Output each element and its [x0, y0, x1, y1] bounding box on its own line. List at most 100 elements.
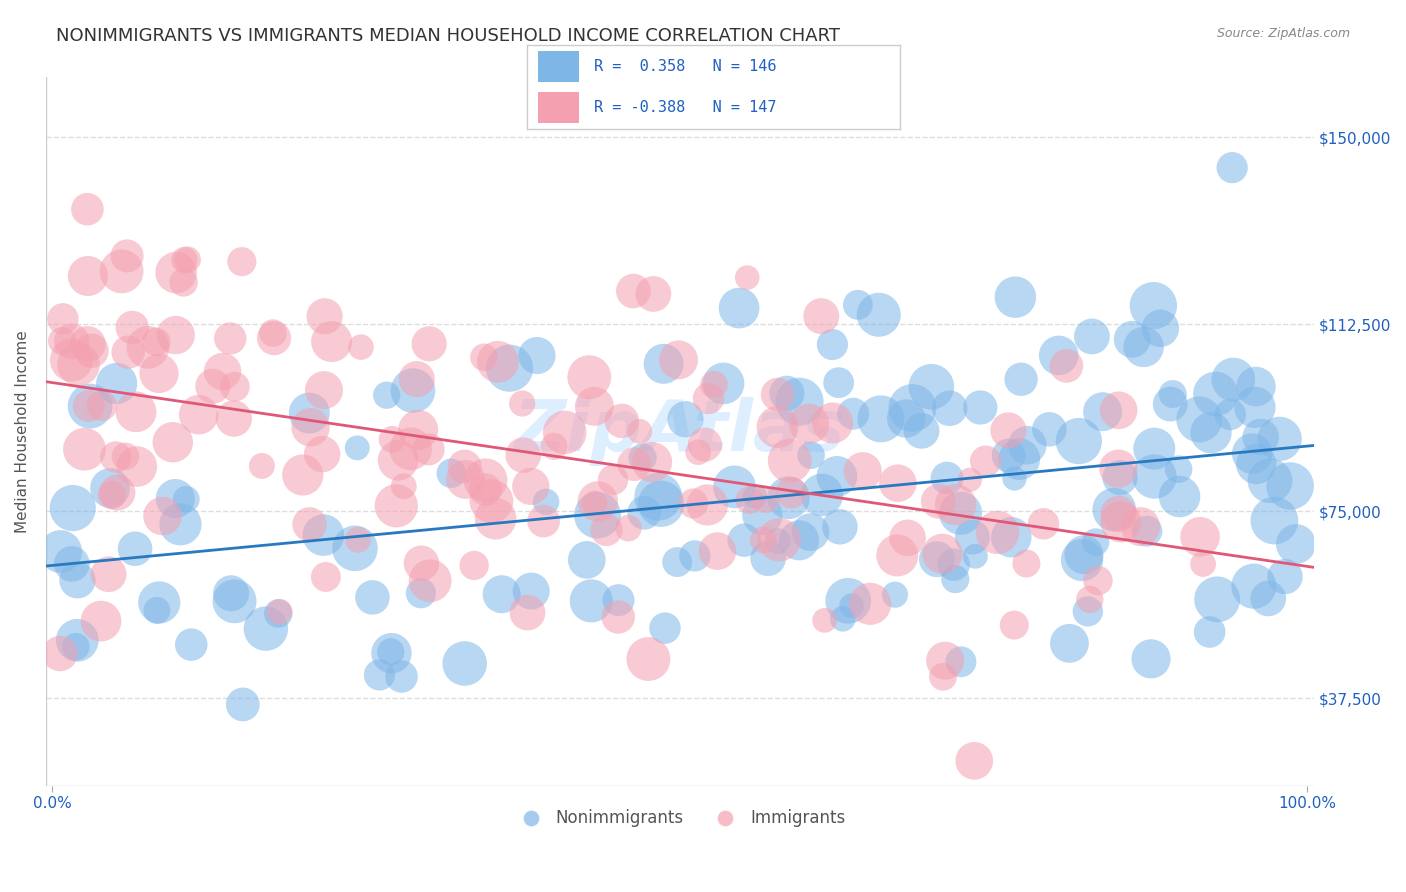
Nonimmigrants	[925, 552, 948, 566]
Nonimmigrants	[1244, 401, 1267, 415]
Nonimmigrants	[1263, 514, 1285, 528]
Immigrants	[617, 521, 640, 535]
Nonimmigrants	[124, 541, 146, 556]
Y-axis label: Median Household Income: Median Household Income	[15, 330, 30, 533]
Nonimmigrants	[962, 530, 984, 544]
Immigrants	[682, 496, 704, 510]
Immigrants	[934, 654, 956, 668]
Nonimmigrants	[165, 491, 187, 506]
Immigrants	[67, 358, 90, 372]
Nonimmigrants	[1220, 161, 1243, 175]
Nonimmigrants	[1132, 340, 1154, 354]
Immigrants	[90, 399, 112, 413]
Immigrants	[222, 411, 245, 425]
Nonimmigrants	[650, 497, 672, 511]
Immigrants	[510, 396, 533, 410]
Nonimmigrants	[581, 594, 603, 608]
Nonimmigrants	[920, 380, 942, 394]
Nonimmigrants	[534, 495, 557, 509]
Immigrants	[211, 365, 233, 379]
Nonimmigrants	[361, 591, 384, 605]
Immigrants	[148, 367, 170, 381]
Nonimmigrants	[811, 488, 834, 502]
Immigrants	[1109, 515, 1132, 529]
Immigrants	[201, 379, 224, 393]
Immigrants	[1032, 516, 1054, 531]
Nonimmigrants	[174, 492, 197, 507]
Immigrants	[173, 252, 195, 267]
Immigrants	[1002, 618, 1025, 632]
Immigrants	[533, 514, 555, 528]
Nonimmigrants	[1274, 569, 1296, 583]
Immigrants	[768, 533, 790, 547]
Nonimmigrants	[60, 557, 83, 571]
Immigrants	[110, 264, 132, 278]
Immigrants	[474, 483, 496, 497]
Immigrants	[628, 425, 651, 439]
Nonimmigrants	[1143, 442, 1166, 456]
Nonimmigrants	[402, 384, 425, 398]
Nonimmigrants	[232, 698, 254, 712]
Immigrants	[1192, 557, 1215, 571]
Immigrants	[406, 423, 429, 437]
Nonimmigrants	[936, 471, 959, 485]
Immigrants	[554, 425, 576, 440]
Immigrants	[418, 336, 440, 351]
Nonimmigrants	[837, 594, 859, 608]
Immigrants	[224, 380, 246, 394]
Immigrants	[263, 331, 285, 345]
Nonimmigrants	[148, 595, 170, 609]
Nonimmigrants	[1081, 329, 1104, 343]
Nonimmigrants	[733, 533, 755, 548]
Immigrants	[125, 405, 148, 419]
Nonimmigrants	[1008, 452, 1031, 467]
Immigrants	[963, 754, 986, 768]
Immigrants	[472, 350, 495, 364]
Nonimmigrants	[841, 599, 863, 613]
Immigrants	[145, 334, 167, 349]
Text: ZipAtlas: ZipAtlas	[515, 397, 846, 467]
Nonimmigrants	[1102, 502, 1125, 516]
Nonimmigrants	[1038, 422, 1060, 436]
Immigrants	[697, 392, 720, 406]
Immigrants	[766, 387, 789, 401]
Immigrants	[411, 556, 433, 570]
Immigrants	[250, 458, 273, 473]
Text: R = -0.388   N = 147: R = -0.388 N = 147	[595, 100, 778, 115]
Nonimmigrants	[1004, 290, 1026, 304]
Nonimmigrants	[49, 544, 72, 558]
Immigrants	[1015, 557, 1038, 571]
Nonimmigrants	[1059, 636, 1081, 650]
Immigrants	[583, 496, 606, 510]
Nonimmigrants	[1244, 379, 1267, 393]
Immigrants	[621, 284, 644, 298]
Immigrants	[887, 476, 910, 491]
Nonimmigrants	[1219, 408, 1241, 422]
Nonimmigrants	[942, 558, 965, 572]
Immigrants	[385, 499, 408, 513]
Nonimmigrants	[652, 357, 675, 371]
Nonimmigrants	[884, 588, 907, 602]
Immigrants	[755, 492, 778, 507]
Nonimmigrants	[1222, 372, 1244, 386]
Immigrants	[706, 544, 728, 558]
Nonimmigrants	[454, 657, 477, 671]
Nonimmigrants	[654, 621, 676, 635]
Nonimmigrants	[1159, 397, 1181, 411]
Immigrants	[311, 447, 333, 461]
Nonimmigrants	[1017, 438, 1039, 452]
Nonimmigrants	[375, 388, 398, 402]
Nonimmigrants	[267, 607, 290, 621]
Text: R =  0.358   N = 146: R = 0.358 N = 146	[595, 59, 778, 74]
Immigrants	[481, 494, 503, 508]
Immigrants	[269, 605, 291, 619]
Immigrants	[262, 326, 284, 340]
Immigrants	[602, 473, 624, 487]
Nonimmigrants	[799, 525, 821, 540]
Nonimmigrants	[910, 424, 932, 438]
Nonimmigrants	[1084, 535, 1107, 549]
Immigrants	[418, 442, 440, 457]
Nonimmigrants	[728, 301, 751, 315]
Immigrants	[312, 383, 335, 397]
Immigrants	[586, 494, 609, 508]
